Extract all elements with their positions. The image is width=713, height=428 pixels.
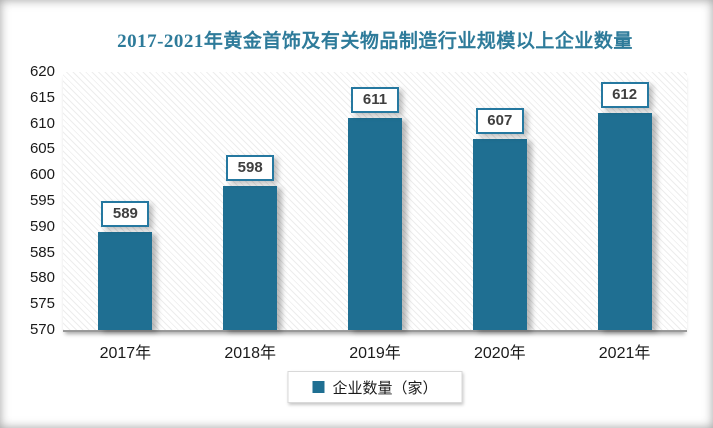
y-axis-tick-label: 585 bbox=[29, 243, 55, 261]
y-axis-tick-label: 590 bbox=[29, 217, 55, 235]
bar-value-label: 612 bbox=[600, 82, 649, 109]
legend-swatch-icon bbox=[312, 381, 325, 393]
bar-2018年 bbox=[223, 185, 278, 330]
bar-value-label: 598 bbox=[226, 154, 275, 181]
bar-2019年 bbox=[348, 118, 402, 330]
y-axis-tick-label: 580 bbox=[29, 269, 55, 287]
y-axis-tick-label: 610 bbox=[29, 114, 55, 132]
y-axis-tick-label: 615 bbox=[29, 88, 55, 106]
bar-2021年 bbox=[597, 113, 652, 330]
y-axis-tick-label: 600 bbox=[29, 166, 55, 184]
y-axis: 620 615 610 605 600 595 590 585 580 575 570 bbox=[14, 0, 55, 428]
x-axis-tick-label: 2019年 bbox=[349, 345, 401, 362]
bar-2020年 bbox=[472, 139, 527, 330]
x-axis-tick-label: 2018年 bbox=[224, 345, 276, 362]
x-axis-tick-label: 2021年 bbox=[598, 345, 651, 362]
y-axis-tick-label: 620 bbox=[29, 63, 55, 80]
chart-title: 2017-2021年黄金首饰及有关物品制造行业规模以上企业数量 bbox=[117, 31, 633, 52]
y-axis-tick-label: 605 bbox=[29, 140, 55, 158]
bar-value-label: 589 bbox=[101, 200, 150, 227]
bar-value-label: 611 bbox=[351, 87, 399, 114]
bar-value-label: 607 bbox=[475, 108, 524, 135]
bar-2017年 bbox=[98, 231, 153, 330]
legend-label: 企业数量（家） bbox=[332, 379, 438, 397]
x-axis: 2017年 2018年 2019年 2020年 2021年 bbox=[63, 339, 687, 362]
plot-area: 589 598 611 607 612 bbox=[63, 72, 687, 332]
y-axis-tick-label: 570 bbox=[29, 321, 55, 338]
x-axis-tick-label: 2017年 bbox=[99, 345, 152, 362]
x-axis-tick-label: 2020年 bbox=[473, 345, 526, 362]
legend: 企业数量（家） bbox=[287, 371, 463, 403]
y-axis-tick-label: 595 bbox=[29, 192, 55, 209]
y-axis-tick-label: 575 bbox=[29, 295, 55, 313]
